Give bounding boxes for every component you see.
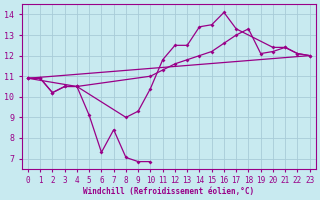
X-axis label: Windchill (Refroidissement éolien,°C): Windchill (Refroidissement éolien,°C) [83,187,254,196]
